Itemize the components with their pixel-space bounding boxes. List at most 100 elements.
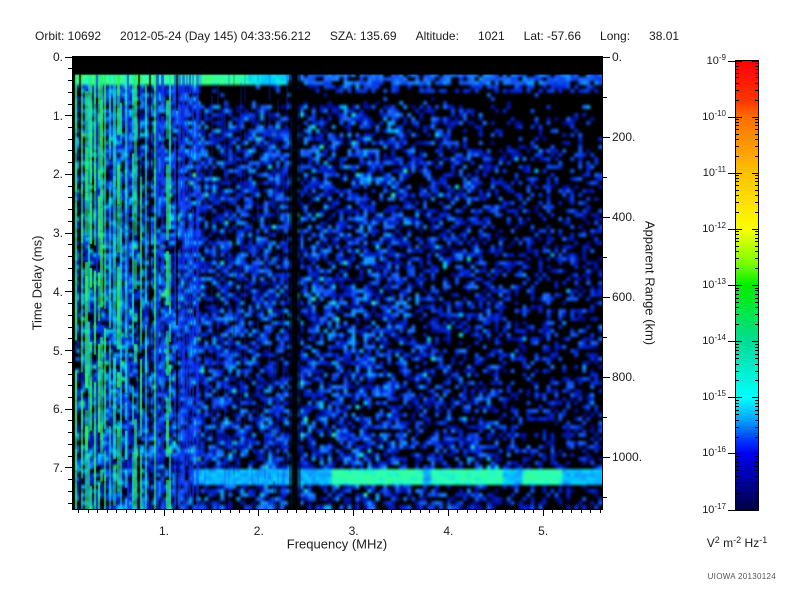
colorbar-minor-tick <box>755 358 758 359</box>
colorbar-minor-tick <box>755 409 758 411</box>
colorbar-minor-tick <box>736 458 739 460</box>
colorbar-minor-tick <box>736 89 739 91</box>
colorbar-minor-tick <box>755 99 758 101</box>
y-axis-tick-label: 3. <box>52 226 63 241</box>
y-axis-tick-label: 2. <box>52 167 63 182</box>
unit-v: V <box>706 536 715 550</box>
range-axis-minor-tick <box>603 416 607 418</box>
colorbar-tick <box>728 172 735 174</box>
colorbar-minor-tick <box>755 462 758 464</box>
colorbar-minor-tick <box>755 343 758 345</box>
colorbar-minor-tick <box>736 77 739 79</box>
unit-hz: Hz <box>744 536 760 550</box>
range-axis-minor-tick <box>603 336 607 338</box>
colorbar-tick-inner <box>736 341 742 343</box>
colorbar-minor-tick <box>755 181 758 183</box>
y-axis-minor-tick <box>68 455 72 457</box>
range-axis-tick-label: 1000. <box>612 450 643 464</box>
colorbar-minor-tick <box>755 268 758 270</box>
colorbar-tick-label: 10-17 <box>702 501 726 516</box>
colorbar-tick <box>728 341 735 343</box>
colorbar-minor-tick <box>736 73 739 74</box>
y-axis-minor-tick <box>68 220 72 222</box>
colorbar-minor-tick <box>736 234 739 236</box>
x-axis-minor-tick <box>315 509 317 513</box>
colorbar-tick <box>728 397 735 399</box>
colorbar-minor-tick <box>736 353 739 355</box>
x-axis-minor-tick <box>419 509 421 513</box>
colorbar-minor-tick <box>736 99 739 101</box>
range-axis-tick-label: 800. <box>612 370 636 384</box>
range-axis-tick <box>603 376 610 378</box>
colorbar-minor-tick <box>736 409 739 411</box>
colorbar-minor-tick <box>736 65 739 67</box>
colorbar-minor-tick <box>755 314 758 316</box>
x-axis-minor-tick <box>144 509 146 513</box>
colorbar-minor-tick <box>755 77 758 79</box>
colorbar-minor-tick <box>736 212 739 213</box>
colorbar-minor-tick <box>755 353 758 355</box>
colorbar-minor-tick <box>755 287 758 289</box>
y-axis-tick <box>65 467 72 469</box>
range-axis-tick <box>603 56 610 58</box>
range-axis-minor-tick <box>603 256 607 258</box>
y-axis-minor-tick <box>68 68 72 70</box>
altitude-value: 1021 <box>477 29 505 43</box>
y-axis-tick <box>65 350 72 351</box>
x-axis-minor-tick <box>201 509 203 513</box>
colorbar-minor-tick <box>755 175 758 177</box>
y-axis-minor-tick <box>68 256 72 258</box>
colorbar-tick <box>728 509 735 511</box>
colorbar-tick-inner <box>736 509 742 511</box>
y-axis-tick-label: 7. <box>52 460 63 475</box>
y-axis-minor-tick <box>68 197 72 199</box>
x-axis-minor-tick <box>400 509 402 513</box>
x-axis-minor-tick <box>267 509 269 513</box>
colorbar-minor-tick <box>736 155 739 157</box>
x-axis-minor-tick <box>229 509 231 513</box>
colorbar-minor-tick <box>755 125 758 127</box>
y-axis-minor-tick <box>68 209 72 211</box>
x-axis-minor-tick <box>248 509 250 513</box>
x-axis-minor-tick <box>334 509 336 513</box>
x-axis-minor-tick <box>410 509 411 513</box>
colorbar-minor-tick <box>736 363 739 365</box>
colorbar-minor-tick <box>755 65 758 67</box>
x-axis-minor-tick <box>324 509 326 513</box>
x-axis-minor-tick <box>116 509 118 513</box>
sza-value: SZA: 135.69 <box>329 29 397 43</box>
colorbar-minor-tick <box>755 455 758 457</box>
y-axis-tick <box>65 115 72 117</box>
x-axis-minor-tick <box>305 509 307 513</box>
colorbar-minor-tick <box>755 324 758 326</box>
y-axis-tick-label: 6. <box>52 402 63 417</box>
range-axis-minor-tick <box>603 496 607 498</box>
y-axis-minor-tick <box>68 150 72 152</box>
colorbar-minor-tick <box>755 363 758 365</box>
x-axis-minor-tick <box>580 509 582 513</box>
x-axis-minor-tick <box>277 509 279 513</box>
colorbar-minor-tick <box>755 293 758 295</box>
x-axis-title: Frequency (MHz) <box>286 536 388 552</box>
x-axis-tick-label: 4. <box>443 524 454 538</box>
x-axis-minor-tick <box>599 509 601 513</box>
colorbar-minor-tick <box>736 482 739 484</box>
colorbar-minor-tick <box>736 245 739 247</box>
colorbar-minor-tick <box>755 241 758 243</box>
x-axis-minor-tick <box>106 509 108 513</box>
x-axis-minor-tick <box>495 509 497 513</box>
x-axis-minor-tick <box>561 509 563 513</box>
unit-hz-exp: -1 <box>759 535 768 545</box>
x-axis-minor-tick <box>523 509 525 513</box>
colorbar-minor-tick <box>755 133 758 135</box>
y-axis-minor-tick <box>68 490 72 492</box>
x-axis-minor-tick <box>514 509 516 513</box>
x-axis-minor-tick <box>571 509 573 513</box>
colorbar-minor-tick <box>755 301 758 303</box>
colorbar-minor-tick <box>736 358 739 359</box>
x-axis-minor-tick <box>173 509 174 513</box>
colorbar-minor-tick <box>736 139 739 140</box>
colorbar-minor-tick <box>755 436 758 438</box>
colorbar-tick-inner <box>736 60 742 62</box>
